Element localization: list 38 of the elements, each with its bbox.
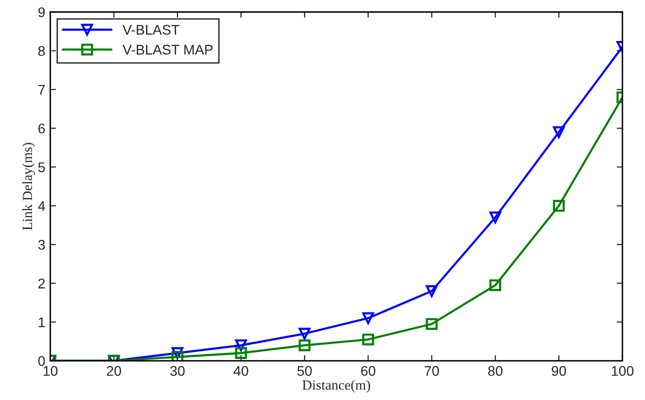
- point: [298, 339, 310, 352]
- point: [235, 339, 247, 352]
- y-axis-title: Link Delay(ms): [22, 142, 35, 230]
- y-tick-label: 1: [38, 318, 45, 328]
- y-tick-label: 8: [38, 46, 45, 56]
- y-tick-label: 9: [38, 7, 45, 18]
- point: [172, 347, 184, 359]
- x-tick-label: 20: [106, 366, 122, 376]
- x-tick-label: 100: [612, 366, 634, 376]
- legend-label: V-BLAST MAP: [122, 44, 213, 55]
- x-tick-label: 50: [297, 366, 312, 376]
- y-tick-label: 0: [38, 356, 45, 366]
- x-tick-label: 30: [170, 366, 185, 376]
- point: [489, 279, 502, 292]
- point: [489, 212, 502, 224]
- y-tick-label: 7: [38, 84, 45, 95]
- x-tick-label: 90: [552, 366, 566, 376]
- y-tick-label: 4: [38, 201, 46, 211]
- x-tick-label: 10: [44, 366, 58, 376]
- point: [298, 328, 310, 340]
- x-tick-label: 40: [234, 366, 248, 376]
- x-tick-label: 80: [488, 366, 502, 376]
- y-tick-label: 2: [38, 278, 45, 288]
- legend-label: V-BLAST: [122, 24, 180, 35]
- point: [362, 334, 374, 346]
- point: [426, 285, 438, 297]
- y-tick-label: 3: [38, 240, 45, 250]
- point: [426, 318, 438, 330]
- x-axis-title: Distance(m): [302, 380, 370, 393]
- point: [552, 126, 565, 138]
- point: [235, 347, 247, 359]
- x-tick-label: 70: [424, 366, 439, 376]
- y-tick-label: 5: [38, 162, 45, 172]
- point: [362, 312, 374, 324]
- point: [552, 200, 565, 212]
- point: [172, 351, 184, 361]
- x-tick-label: 60: [361, 366, 376, 376]
- y-tick-label: 6: [38, 124, 45, 134]
